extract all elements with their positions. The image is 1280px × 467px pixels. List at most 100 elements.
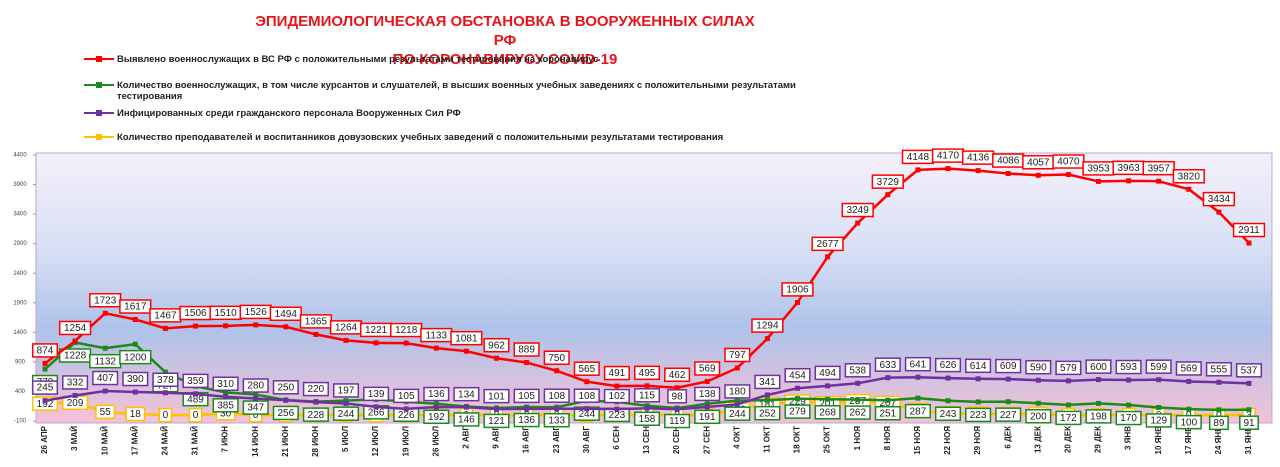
value-label: 495 xyxy=(639,368,656,379)
value-label: 569 xyxy=(699,364,716,375)
label-box xyxy=(242,400,269,415)
point-marker xyxy=(825,383,831,389)
point-marker xyxy=(223,323,229,329)
label-box xyxy=(31,380,59,395)
value-label: 332 xyxy=(67,378,84,389)
value-label: 139 xyxy=(368,389,385,400)
x-tick-label: 16 АВГ xyxy=(522,426,531,454)
point-marker xyxy=(1156,178,1162,184)
point-marker xyxy=(975,376,981,382)
label-box xyxy=(814,404,841,420)
point-marker xyxy=(1186,186,1192,192)
value-label: 593 xyxy=(1120,362,1137,373)
value-label: 537 xyxy=(1241,365,1258,376)
legend-icon xyxy=(84,80,114,90)
y-tick-label: 3900 xyxy=(13,182,27,188)
label-box xyxy=(754,405,781,421)
label-box xyxy=(724,406,751,421)
point-marker xyxy=(102,310,108,316)
value-label: 3820 xyxy=(1178,171,1201,182)
x-tick-label: 13 ДЕК xyxy=(1033,426,1042,453)
x-tick-label: 28 ИЮН xyxy=(311,426,320,457)
point-marker xyxy=(1096,377,1101,383)
label-box xyxy=(573,388,600,403)
value-label: 181 xyxy=(759,400,776,411)
label-box xyxy=(58,320,92,336)
value-label: 158 xyxy=(639,414,656,425)
value-label: 223 xyxy=(970,410,987,421)
legend-entry: Инфицированных среди гражданского персон… xyxy=(84,108,824,119)
legend-entry: Выявлено военнослужащих в ВС РФ с положи… xyxy=(84,54,824,65)
x-tick-label: 25 ОКТ xyxy=(823,426,832,453)
label-box xyxy=(1175,361,1202,376)
label-box xyxy=(269,306,302,322)
label-box xyxy=(1208,415,1229,431)
value-label: 280 xyxy=(247,381,264,392)
point-marker xyxy=(584,406,590,412)
value-label: 287 xyxy=(910,406,927,417)
value-label: 385 xyxy=(217,400,234,411)
value-label: 1218 xyxy=(395,325,418,336)
label-box xyxy=(513,412,540,428)
y-tick-label: 900 xyxy=(15,359,26,365)
value-label: 105 xyxy=(398,391,415,402)
point-marker xyxy=(42,360,48,366)
point-marker xyxy=(674,406,680,412)
legend-icon xyxy=(84,132,114,142)
x-tick-label: 30 АВГ xyxy=(582,426,591,454)
value-label: 2677 xyxy=(816,239,839,250)
label-box xyxy=(332,383,360,398)
x-tick-label: 6 ДЕК xyxy=(1003,426,1012,449)
point-marker xyxy=(433,345,439,351)
label-box xyxy=(363,386,390,402)
label-box xyxy=(874,357,901,372)
point-marker xyxy=(975,399,981,405)
point-marker xyxy=(1186,406,1192,412)
point-marker xyxy=(343,400,349,406)
x-tick-label: 15 НОЯ xyxy=(913,426,922,455)
x-tick-label: 9 АВГ xyxy=(492,426,501,449)
y-tick-label: 3400 xyxy=(13,212,27,218)
point-marker xyxy=(494,406,499,412)
value-label: 262 xyxy=(849,408,866,419)
x-tick-label: 19 ИЮЛ xyxy=(401,426,410,457)
value-label: 197 xyxy=(338,386,355,397)
value-label: 226 xyxy=(398,410,415,421)
label-box xyxy=(272,405,299,421)
x-tick-label: 18 ОКТ xyxy=(793,426,802,453)
point-marker xyxy=(644,403,650,409)
point-marker xyxy=(102,388,108,394)
value-label: 200 xyxy=(1030,411,1047,422)
value-label: 191 xyxy=(699,412,716,423)
point-marker xyxy=(433,401,439,407)
label-box xyxy=(844,363,871,378)
value-label: 1254 xyxy=(64,323,87,334)
value-label: 121 xyxy=(488,416,505,427)
label-box xyxy=(1145,413,1172,428)
label-box xyxy=(272,380,299,395)
point-marker xyxy=(373,340,379,346)
value-label: 244 xyxy=(578,409,595,420)
point-marker xyxy=(1216,209,1222,215)
label-box xyxy=(543,350,570,366)
point-marker xyxy=(945,398,951,404)
point-marker xyxy=(704,401,710,407)
point-marker xyxy=(162,325,168,331)
value-label: 1294 xyxy=(756,321,779,332)
value-label: 569 xyxy=(1180,364,1197,375)
label-box xyxy=(784,404,811,419)
y-tick-label: 1400 xyxy=(13,330,27,336)
label-box xyxy=(694,409,721,425)
point-marker xyxy=(614,406,620,412)
label-box xyxy=(603,388,630,404)
label-box xyxy=(664,413,691,429)
value-label: 192 xyxy=(428,412,445,423)
value-label: 101 xyxy=(488,391,505,402)
point-marker xyxy=(1126,377,1132,383)
label-box xyxy=(784,368,811,383)
point-marker xyxy=(885,375,891,381)
x-tick-label: 10 ЯНВ xyxy=(1154,426,1163,455)
value-label: 4170 xyxy=(937,151,960,162)
legend-label: Количество преподавателей и воспитаннико… xyxy=(117,132,724,143)
label-box xyxy=(483,337,510,353)
